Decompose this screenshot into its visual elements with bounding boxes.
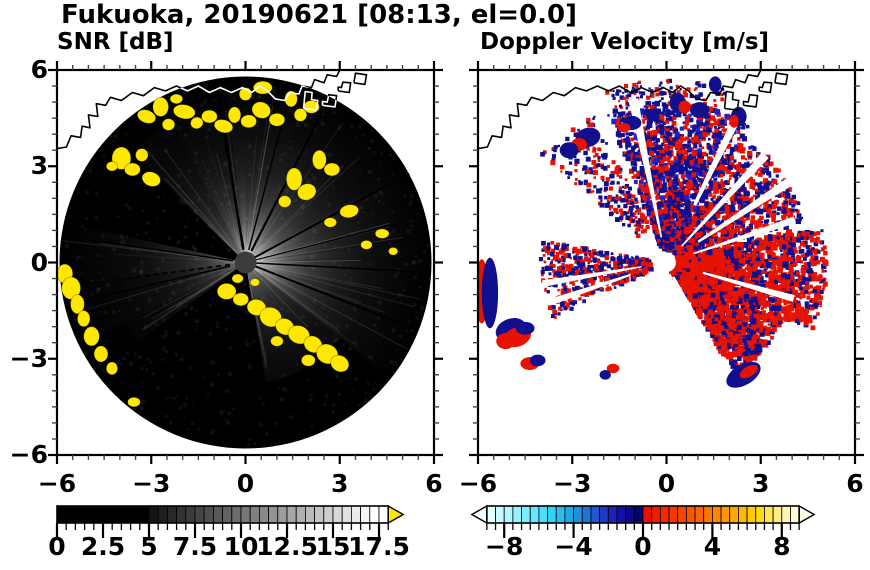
doppler-speckles [538, 78, 829, 375]
figure-title: Fukuoka, 20190621 [08:13, el=0.0] [61, 0, 578, 30]
colorbars [55, 504, 816, 538]
plot-frame [469, 61, 864, 464]
snr-y-tick-label: 0 [30, 247, 48, 277]
snr-beams [57, 82, 434, 383]
plot-frame [48, 61, 443, 464]
doppler-x-tick-label: −3 [553, 469, 592, 498]
doppler-isolated-patches [478, 76, 761, 388]
doppler-colorbar-label: 8 [773, 532, 791, 561]
overflow-arrow [798, 504, 816, 525]
doppler-colorbar-label: 4 [703, 532, 722, 561]
doppler-colorbar-label: 0 [634, 532, 652, 561]
doppler-white-gaps [542, 98, 796, 384]
snr-colorbar-label: 17.5 [348, 532, 410, 561]
snr-plot-title: SNR [dB] [57, 29, 174, 55]
snr-y-tick-label: 6 [30, 55, 48, 84]
snr-colorbar-label: 7.5 [172, 532, 218, 561]
doppler-plot [469, 61, 864, 464]
doppler-plot-title: Doppler Velocity [m/s] [480, 29, 770, 55]
doppler-x-tick-label: 6 [846, 469, 864, 498]
doppler-canvas [478, 70, 829, 388]
radar-center-dot [234, 251, 257, 274]
doppler-x-tick-label: 0 [657, 469, 676, 498]
underflow-arrow [470, 504, 488, 525]
snr-colorbar-label: 5 [140, 532, 158, 561]
snr-y-tick-label: −3 [9, 343, 48, 373]
snr-x-tick-label: 3 [331, 469, 349, 498]
doppler-colorbar-label: −4 [554, 532, 593, 561]
doppler-x-tick-label: 3 [752, 469, 770, 498]
snr-x-tick-label: −6 [37, 469, 77, 498]
snr-colorbar-label: 10 [223, 532, 259, 561]
doppler-colorbar-label: −8 [485, 532, 524, 561]
snr-colorbar-label: 0 [48, 532, 66, 561]
snr-overflow-patches [57, 80, 399, 408]
snr-colorbar-label: 2.5 [80, 532, 126, 561]
snr-x-tick-label: −3 [132, 469, 171, 498]
doppler-colorbar-bar [470, 504, 816, 538]
snr-y-tick-label: 3 [30, 151, 48, 181]
snr-x-tick-label: 0 [236, 469, 255, 498]
overflow-arrow [387, 504, 405, 525]
snr-x-tick-label: 6 [425, 469, 443, 498]
snr-canvas [57, 70, 434, 449]
radar-center-dot [657, 253, 676, 272]
snr-colorbar-label: 15 [315, 532, 351, 561]
doppler-x-tick-label: −6 [458, 469, 498, 498]
snr-y-tick-label: −6 [9, 440, 48, 469]
snr-colorbar-bar [55, 504, 405, 538]
snr-plot [48, 61, 443, 464]
snr-colorbar-label: 12.5 [256, 532, 318, 561]
